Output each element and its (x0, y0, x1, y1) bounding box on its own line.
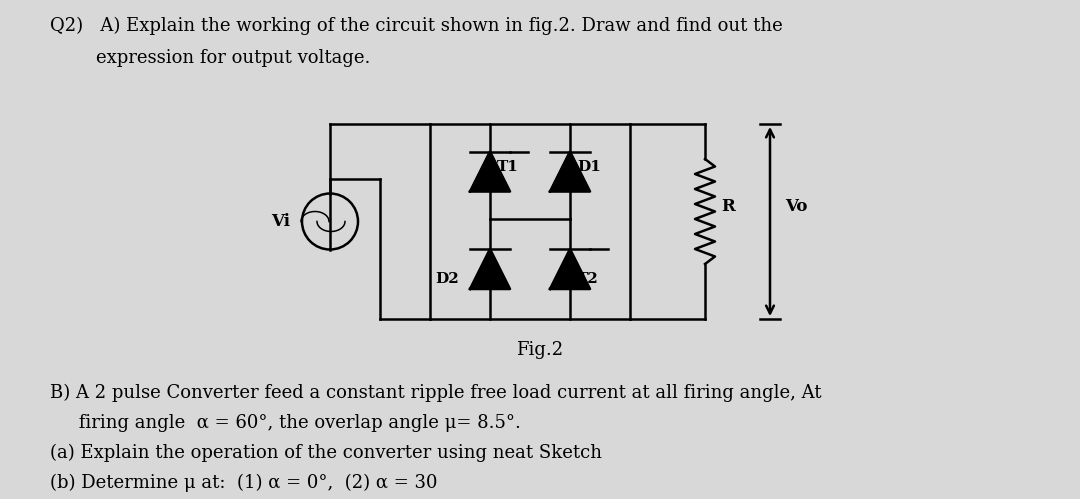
Text: (a) Explain the operation of the converter using neat Sketch: (a) Explain the operation of the convert… (50, 444, 602, 462)
Text: Vo: Vo (785, 198, 808, 215)
Text: expression for output voltage.: expression for output voltage. (50, 49, 370, 67)
Polygon shape (470, 249, 510, 289)
Polygon shape (470, 152, 510, 192)
Text: T1: T1 (497, 160, 518, 174)
Polygon shape (550, 249, 590, 289)
Text: D2: D2 (435, 272, 459, 286)
Text: firing angle  α = 60°, the overlap angle μ= 8.5°.: firing angle α = 60°, the overlap angle … (50, 414, 521, 432)
Text: Fig.2: Fig.2 (516, 341, 564, 359)
Text: D1: D1 (577, 160, 600, 174)
Text: Vi: Vi (271, 213, 291, 230)
Text: T2: T2 (577, 272, 598, 286)
Polygon shape (550, 152, 590, 192)
Text: (b) Determine μ at:  (1) α = 0°,  (2) α = 30: (b) Determine μ at: (1) α = 0°, (2) α = … (50, 474, 437, 492)
Text: R: R (721, 198, 734, 215)
Text: Q2)   A) Explain the working of the circuit shown in fig.2. Draw and find out th: Q2) A) Explain the working of the circui… (50, 17, 783, 35)
Text: B) A 2 pulse Converter feed a constant ripple free load current at all firing an: B) A 2 pulse Converter feed a constant r… (50, 384, 822, 402)
